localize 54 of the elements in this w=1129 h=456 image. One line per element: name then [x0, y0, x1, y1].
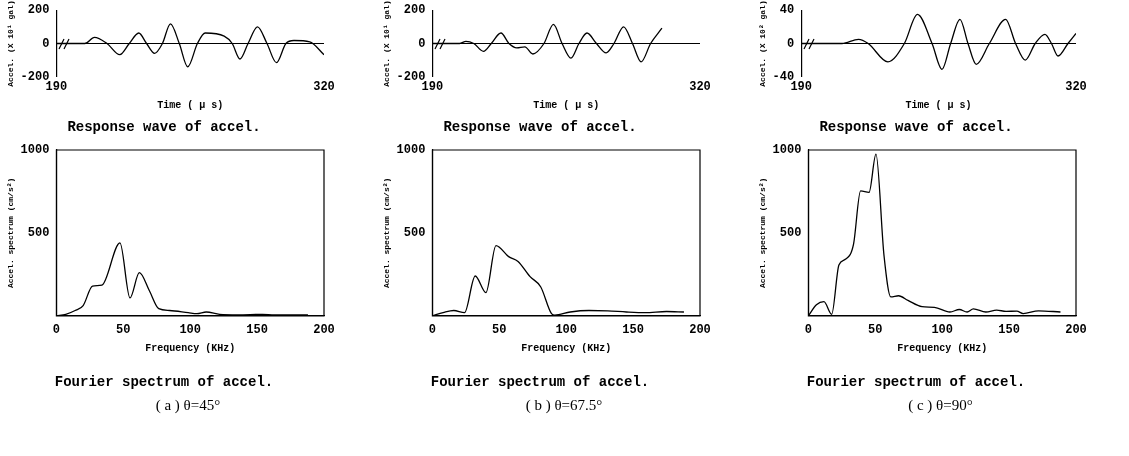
- text: Fourier spectrum of accel.: [54, 374, 274, 391]
- text: ( a ) θ=45°: [154, 397, 222, 414]
- y-tick-label: 200: [27, 3, 50, 18]
- y-tick-label: 1000: [396, 143, 426, 158]
- y-tick-label: 0: [418, 36, 426, 51]
- y-tick-label: 500: [27, 225, 50, 240]
- y-axis-title: Accel. (X 10¹ gal): [381, 0, 391, 87]
- x-tick-label: 150: [246, 323, 268, 338]
- x-tick-label: 320: [689, 80, 711, 95]
- y-axis-title: Accel. spectrum (cm/s²): [381, 177, 391, 289]
- x-axis-title: Frequency (KHz): [521, 342, 612, 354]
- x-tick-label: 190: [790, 80, 813, 95]
- text: Response wave of accel.: [443, 119, 637, 136]
- x-tick-label: 100: [179, 323, 202, 338]
- text: ( b ) θ=67.5°: [524, 397, 604, 414]
- y-axis-title: Accel. (X 10¹ gal): [5, 0, 15, 87]
- x-tick-label: 0: [804, 323, 813, 338]
- y-tick-label: 1000: [20, 143, 50, 158]
- x-tick-label: 150: [622, 323, 644, 338]
- x-tick-label: 100: [931, 323, 954, 338]
- x-tick-label: 190: [421, 80, 444, 95]
- y-axis-title: Accel. (X 10² gal): [757, 0, 767, 87]
- y-axis-title: Accel. spectrum (cm/s²): [757, 177, 767, 289]
- x-tick-label: 200: [1065, 323, 1087, 338]
- y-tick-label: 0: [42, 36, 50, 51]
- y-tick-label: 0: [787, 36, 795, 51]
- text: Response wave of accel.: [819, 119, 1013, 136]
- x-tick-label: 150: [998, 323, 1020, 338]
- x-tick-label: 50: [492, 323, 507, 338]
- text: ( c ) θ=90°: [907, 397, 974, 414]
- x-tick-label: 320: [1065, 80, 1087, 95]
- x-axis-title: Time ( μ s): [533, 99, 600, 111]
- x-tick-label: 100: [555, 323, 578, 338]
- text: Fourier spectrum of accel.: [430, 374, 650, 391]
- x-tick-label: 200: [689, 323, 711, 338]
- x-axis-title: Frequency (KHz): [145, 342, 236, 354]
- text: Response wave of accel.: [67, 119, 261, 136]
- y-axis-title: Accel. spectrum (cm/s²): [5, 177, 15, 289]
- x-tick-label: 0: [52, 323, 61, 338]
- y-tick-label: 500: [779, 225, 802, 240]
- x-tick-label: 320: [313, 80, 335, 95]
- x-axis-title: Time ( μ s): [157, 99, 224, 111]
- x-tick-label: 200: [313, 323, 335, 338]
- y-tick-label: 500: [403, 225, 426, 240]
- y-tick-label: 200: [403, 3, 426, 18]
- text: Fourier spectrum of accel.: [806, 374, 1026, 391]
- x-tick-label: 190: [45, 80, 68, 95]
- x-tick-label: 0: [428, 323, 437, 338]
- x-tick-label: 50: [116, 323, 131, 338]
- y-tick-label: 1000: [772, 143, 802, 158]
- x-axis-title: Frequency (KHz): [897, 342, 988, 354]
- x-axis-title: Time ( μ s): [905, 99, 972, 111]
- x-tick-label: 50: [868, 323, 883, 338]
- y-tick-label: 40: [779, 3, 795, 18]
